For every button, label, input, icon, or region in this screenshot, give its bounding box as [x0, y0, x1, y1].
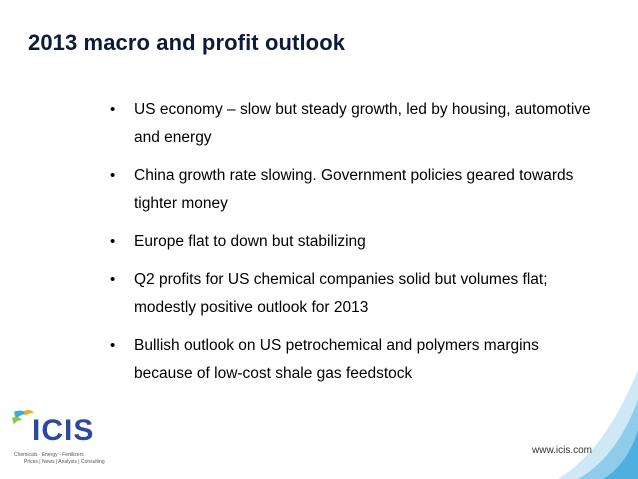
bullet-text: Europe flat to down but stabilizing: [134, 233, 366, 250]
bullet-symbol: •: [110, 167, 116, 184]
bullet-symbol: •: [110, 271, 116, 288]
bullet-list: • US economy – slow but steady growth, l…: [110, 96, 600, 398]
bullet-item: • Q2 profits for US chemical companies s…: [110, 266, 600, 322]
icis-logo-text: ICIS: [32, 414, 95, 447]
icis-logo: ICIS Chemicals · Energy · Fertilizers Pr…: [8, 408, 118, 468]
bullet-symbol: •: [110, 337, 116, 354]
bullet-text: Bullish outlook on US petrochemical and …: [134, 337, 539, 382]
bullet-symbol: •: [110, 101, 116, 118]
website-url: www.icis.com: [532, 445, 593, 456]
bullet-text: US economy – slow but steady growth, led…: [134, 101, 591, 146]
bullet-item: • Bullish outlook on US petrochemical an…: [110, 332, 600, 388]
icis-logo-mark-icon: [12, 409, 34, 425]
bullet-text: Q2 profits for US chemical companies sol…: [134, 271, 548, 316]
corner-decoration-icon: [558, 370, 638, 479]
icis-logo-tagline-secondary: Prices | News | Analysis | Consulting: [24, 459, 105, 465]
bullet-text: China growth rate slowing. Government po…: [134, 167, 574, 212]
bullet-symbol: •: [110, 233, 116, 250]
bullet-item: • China growth rate slowing. Government …: [110, 162, 600, 218]
icis-logo-tagline: Chemicals · Energy · Fertilizers: [14, 452, 84, 458]
bullet-item: • US economy – slow but steady growth, l…: [110, 96, 600, 152]
bullet-item: • Europe flat to down but stabilizing: [110, 228, 600, 256]
slide-title: 2013 macro and profit outlook: [28, 30, 346, 55]
